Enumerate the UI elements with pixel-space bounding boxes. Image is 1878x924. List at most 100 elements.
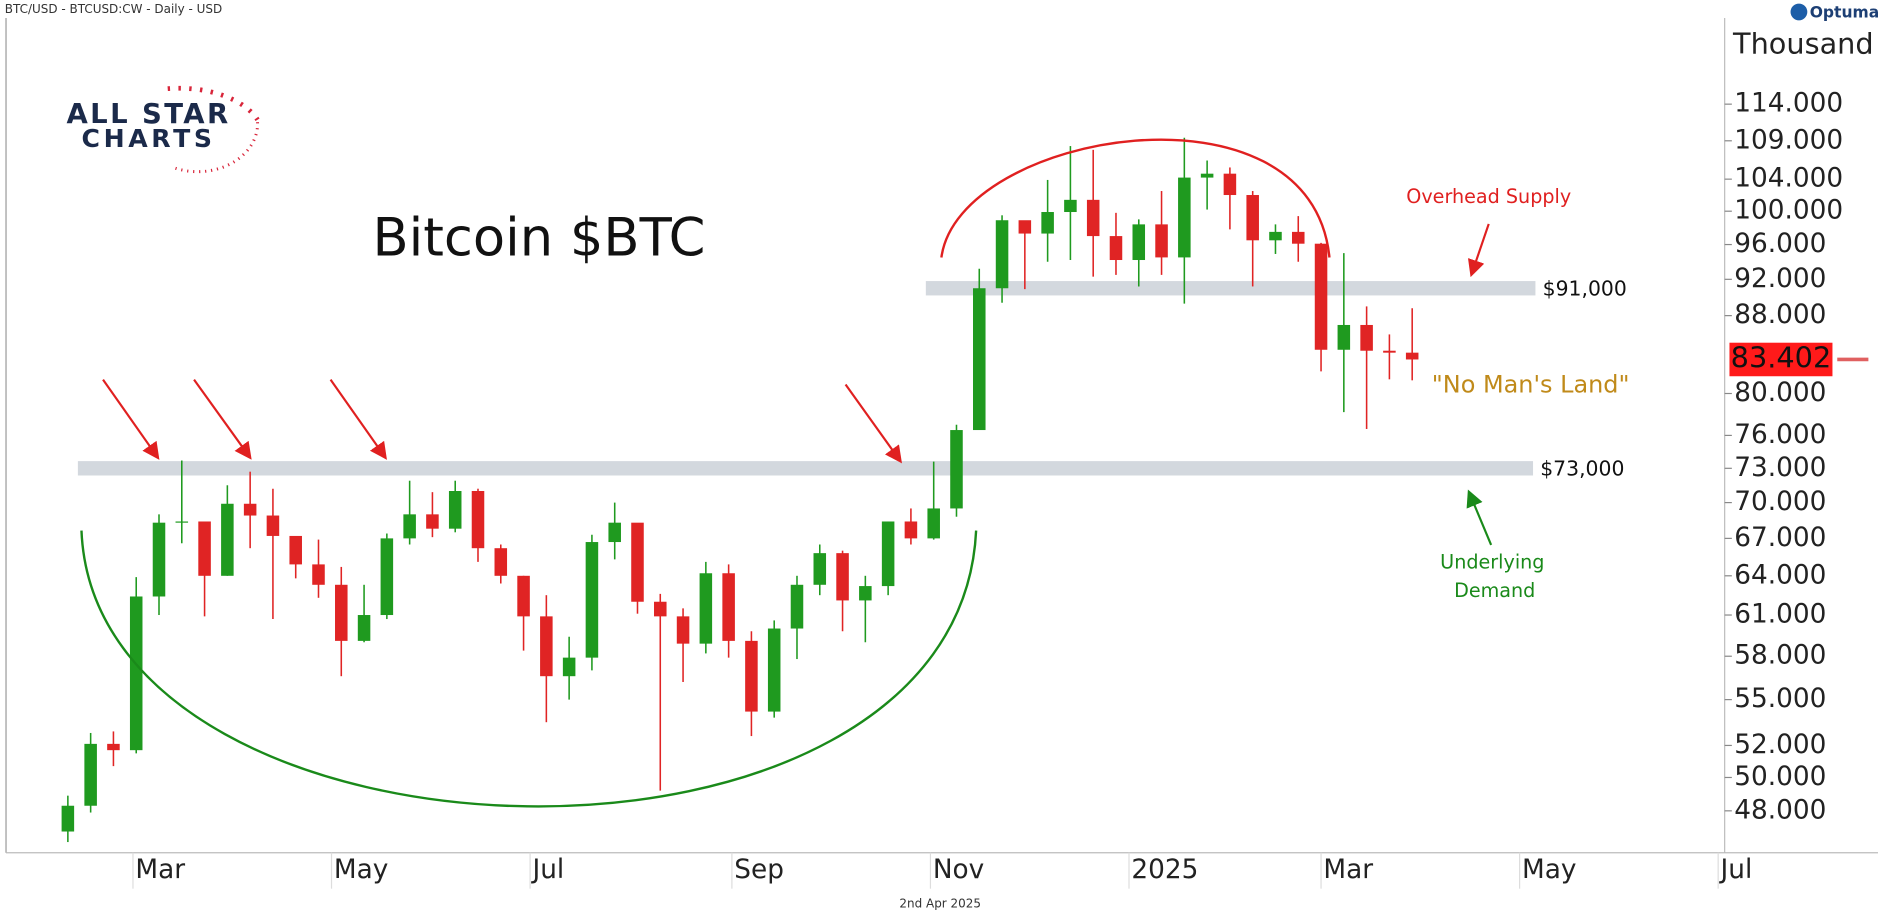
y-tick-label: 73.000 bbox=[1734, 453, 1826, 483]
logo-dots bbox=[173, 122, 260, 174]
header: BTC/USD - BTCUSD:CW - Daily - USD bbox=[5, 2, 222, 16]
candle-body bbox=[107, 743, 120, 751]
logo-line2: CHARTS bbox=[82, 124, 216, 153]
arrow bbox=[102, 379, 160, 460]
candle-body bbox=[471, 491, 485, 549]
candle-body bbox=[1132, 224, 1146, 261]
y-tick-label: 96.000 bbox=[1734, 229, 1826, 259]
candle-body bbox=[1086, 199, 1100, 237]
candle-body bbox=[927, 508, 940, 539]
logo: ALL STAR CHARTS bbox=[66, 85, 260, 174]
annotation: "No Man's Land" bbox=[1432, 371, 1630, 399]
y-tick-label: 100.000 bbox=[1734, 196, 1843, 226]
y-tick-label: 55.000 bbox=[1734, 684, 1826, 714]
x-tick-label: Jul bbox=[1719, 855, 1753, 885]
candle-body bbox=[380, 538, 394, 616]
annotation: Underlying bbox=[1440, 550, 1544, 573]
candle-body bbox=[836, 553, 849, 601]
level-band bbox=[77, 461, 1534, 476]
candle-body bbox=[973, 288, 986, 431]
chart-title: Bitcoin $BTC bbox=[372, 207, 705, 268]
level-band bbox=[925, 281, 1536, 296]
candle-body bbox=[1200, 173, 1214, 178]
candle-body bbox=[152, 522, 166, 597]
candle-body bbox=[448, 491, 462, 529]
candle-body bbox=[517, 575, 530, 617]
brand: Optuma bbox=[1810, 4, 1878, 22]
candle-body bbox=[198, 521, 211, 576]
candle-body bbox=[1337, 324, 1351, 350]
top-arc bbox=[940, 138, 1331, 258]
candle-body bbox=[1314, 243, 1328, 350]
candle-body bbox=[562, 657, 576, 677]
y-tick-label: 67.000 bbox=[1734, 523, 1826, 553]
arrow bbox=[329, 379, 387, 460]
candle-body bbox=[494, 548, 508, 576]
footer: 2nd Apr 2025 bbox=[899, 897, 981, 911]
candle-body bbox=[1018, 220, 1032, 234]
x-tick-label: May bbox=[334, 855, 388, 885]
candle-body bbox=[881, 521, 895, 587]
x-tick-label: Mar bbox=[1323, 855, 1373, 885]
logo-stars bbox=[167, 85, 260, 122]
candle-body bbox=[745, 640, 758, 712]
candle-body bbox=[859, 586, 872, 601]
y-tick-label: 88.000 bbox=[1734, 300, 1826, 330]
candle-body bbox=[767, 628, 781, 712]
y-tick-label: 48.000 bbox=[1734, 795, 1826, 825]
candle-body bbox=[129, 596, 143, 751]
level-label: $73,000 bbox=[1540, 457, 1624, 481]
x-tick-label: May bbox=[1522, 855, 1576, 885]
candle-body bbox=[1223, 173, 1237, 196]
y-tick-label: 109.000 bbox=[1734, 125, 1843, 155]
arrows bbox=[102, 223, 1490, 464]
candle-body bbox=[266, 515, 280, 536]
candle-body bbox=[1178, 177, 1191, 258]
level-label: $91,000 bbox=[1543, 276, 1627, 300]
arrow bbox=[193, 379, 252, 460]
candle-body bbox=[1246, 195, 1259, 241]
candle-body bbox=[312, 564, 325, 585]
candle-body bbox=[540, 616, 553, 677]
candle-body bbox=[585, 542, 599, 658]
candle-body bbox=[699, 573, 713, 644]
candle-body bbox=[722, 573, 735, 641]
candle-body bbox=[608, 522, 621, 543]
candle-body bbox=[61, 805, 75, 832]
candle-body bbox=[84, 743, 97, 806]
candle-body bbox=[1269, 231, 1282, 241]
annotation: Demand bbox=[1454, 579, 1535, 602]
candle-body bbox=[631, 522, 644, 602]
candle-body bbox=[1360, 324, 1373, 351]
y-tick-label: 50.000 bbox=[1734, 762, 1826, 792]
candle-body bbox=[426, 514, 439, 529]
x-tick-label: Mar bbox=[135, 855, 185, 885]
logo-line1: ALL STAR bbox=[66, 98, 230, 130]
x-tick-label: Nov bbox=[933, 855, 984, 885]
bottom-arc bbox=[80, 530, 978, 808]
candle-body bbox=[1291, 231, 1305, 244]
candle-body bbox=[403, 514, 416, 539]
candle-body bbox=[357, 615, 371, 641]
candle-body bbox=[790, 584, 804, 629]
y-tick-label: 52.000 bbox=[1734, 730, 1826, 760]
y-unit: Thousand bbox=[1732, 27, 1874, 61]
candle-body bbox=[1064, 199, 1077, 213]
y-tick-label: 104.000 bbox=[1734, 164, 1843, 194]
candle-body bbox=[1383, 350, 1396, 353]
y-tick-label: 114.000 bbox=[1734, 89, 1843, 119]
candle-body bbox=[175, 521, 189, 523]
y-tick-label: 70.000 bbox=[1734, 487, 1826, 517]
x-tick-label: Sep bbox=[734, 855, 784, 885]
candle-body bbox=[654, 601, 667, 617]
annotation: Overhead Supply bbox=[1406, 185, 1571, 208]
y-tick-label: 61.000 bbox=[1734, 600, 1826, 630]
y-tick-label: 76.000 bbox=[1734, 420, 1826, 450]
candle-body bbox=[1405, 352, 1419, 360]
candle-body bbox=[243, 503, 257, 516]
y-tick-label: 80.000 bbox=[1734, 378, 1826, 408]
y-tick-label: 92.000 bbox=[1734, 264, 1826, 294]
price-label: 83.402 bbox=[1731, 340, 1832, 374]
candle-body bbox=[950, 430, 963, 509]
